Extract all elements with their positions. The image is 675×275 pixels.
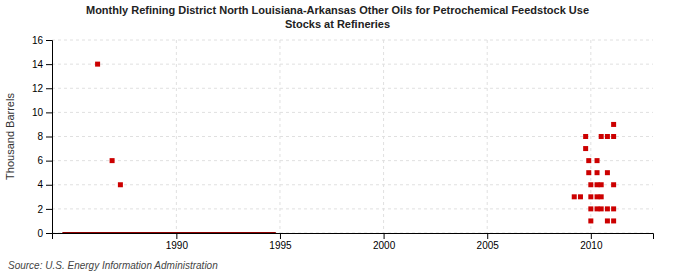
tick-label: 10	[32, 107, 44, 118]
tick-mark	[591, 233, 592, 239]
tick-mark	[280, 233, 281, 239]
point	[605, 134, 610, 139]
grid-line-x	[176, 40, 177, 233]
grid-line-x	[590, 40, 591, 233]
tick: 12	[32, 83, 52, 94]
line	[62, 232, 275, 233]
tick-label: 2000	[373, 240, 396, 251]
point	[599, 134, 604, 139]
point	[611, 206, 616, 211]
tick-mark	[384, 233, 385, 239]
tick: 8	[37, 131, 52, 142]
tick: 2005	[477, 233, 500, 251]
point	[605, 170, 610, 175]
y-axis-label: Thousand Barrels	[4, 93, 16, 180]
point	[95, 62, 100, 67]
tick-label: 16	[32, 35, 44, 46]
tick-mark	[487, 233, 488, 239]
point	[605, 206, 610, 211]
tick: 2	[37, 204, 52, 215]
tick: 2000	[373, 233, 396, 251]
point	[595, 170, 600, 175]
tick: 6	[37, 155, 52, 166]
grid-line-y	[52, 160, 653, 161]
axis-line	[46, 41, 53, 234]
tick: 16	[32, 35, 52, 46]
tick-mark	[46, 209, 52, 210]
tick-mark	[46, 88, 52, 89]
marks	[62, 62, 616, 233]
point	[583, 146, 588, 151]
tick-mark	[46, 233, 52, 234]
point	[611, 218, 616, 223]
tick: 10	[32, 107, 52, 118]
grid	[52, 40, 653, 233]
grid-line-x	[487, 40, 488, 233]
grid-line-y	[52, 184, 653, 185]
tick-mark	[46, 161, 52, 162]
point	[599, 206, 604, 211]
grid-line-y	[52, 64, 653, 65]
title-line: Monthly Refining District North Louisian…	[86, 4, 589, 16]
point	[599, 182, 604, 187]
tick-mark	[46, 64, 52, 65]
point	[588, 218, 593, 223]
point	[611, 182, 616, 187]
y-axis: 0 2 4 6 8 10 12 14 16	[32, 35, 53, 239]
x-axis: 1990 1995 2000 2005 2010	[53, 233, 654, 251]
tick-label: 14	[32, 59, 44, 70]
point	[588, 182, 593, 187]
grid-line-y	[52, 112, 653, 113]
tick: 4	[37, 179, 52, 190]
point	[588, 206, 593, 211]
point	[611, 122, 616, 127]
title: Monthly Refining District North Louisian…	[86, 4, 589, 30]
plot-area: 1990 1995 2000 2005 2010 0 2 4 6 8 10 12 14 16	[32, 35, 654, 251]
grid-line-x	[279, 40, 280, 233]
tick: 1990	[166, 233, 189, 251]
tick-mark	[46, 185, 52, 186]
tick-label: 4	[37, 179, 43, 190]
tick-label: 8	[37, 131, 43, 142]
tick-mark	[46, 137, 52, 138]
point	[605, 218, 610, 223]
grid-line-x	[383, 40, 384, 233]
grid-line-y	[52, 88, 653, 89]
point	[118, 182, 123, 187]
tick-label: 1990	[166, 240, 189, 251]
tick: 0	[37, 228, 52, 239]
point	[595, 158, 600, 163]
point	[599, 194, 604, 199]
axis-line	[53, 234, 654, 240]
tick-label: 2010	[580, 240, 603, 251]
tick-label: 2	[37, 204, 43, 215]
tick: 1995	[269, 233, 292, 251]
point	[110, 158, 115, 163]
point	[586, 158, 591, 163]
point	[578, 194, 583, 199]
tick-label: 1995	[269, 240, 292, 251]
grid-line-y	[52, 136, 653, 137]
point	[611, 134, 616, 139]
title-line: Stocks at Refineries	[285, 18, 390, 30]
point	[586, 170, 591, 175]
tick-mark	[176, 233, 177, 239]
chart-svg: 1990 1995 2000 2005 2010 0 2 4 6 8 10 12 14 16 Thousan…	[0, 0, 675, 275]
point	[583, 134, 588, 139]
tick: 2010	[580, 233, 603, 251]
annotation: Source: U.S. Energy Information Administ…	[8, 260, 218, 271]
tick-label: 6	[37, 155, 43, 166]
grid-line-y	[52, 40, 653, 41]
tick-mark	[46, 40, 52, 41]
point	[588, 194, 593, 199]
tick-mark	[46, 112, 52, 113]
tick: 14	[32, 59, 52, 70]
grid-line-y	[52, 208, 653, 209]
point	[572, 194, 577, 199]
tick-label: 12	[32, 83, 44, 94]
tick-label: 2005	[477, 240, 500, 251]
tick-label: 0	[37, 228, 43, 239]
